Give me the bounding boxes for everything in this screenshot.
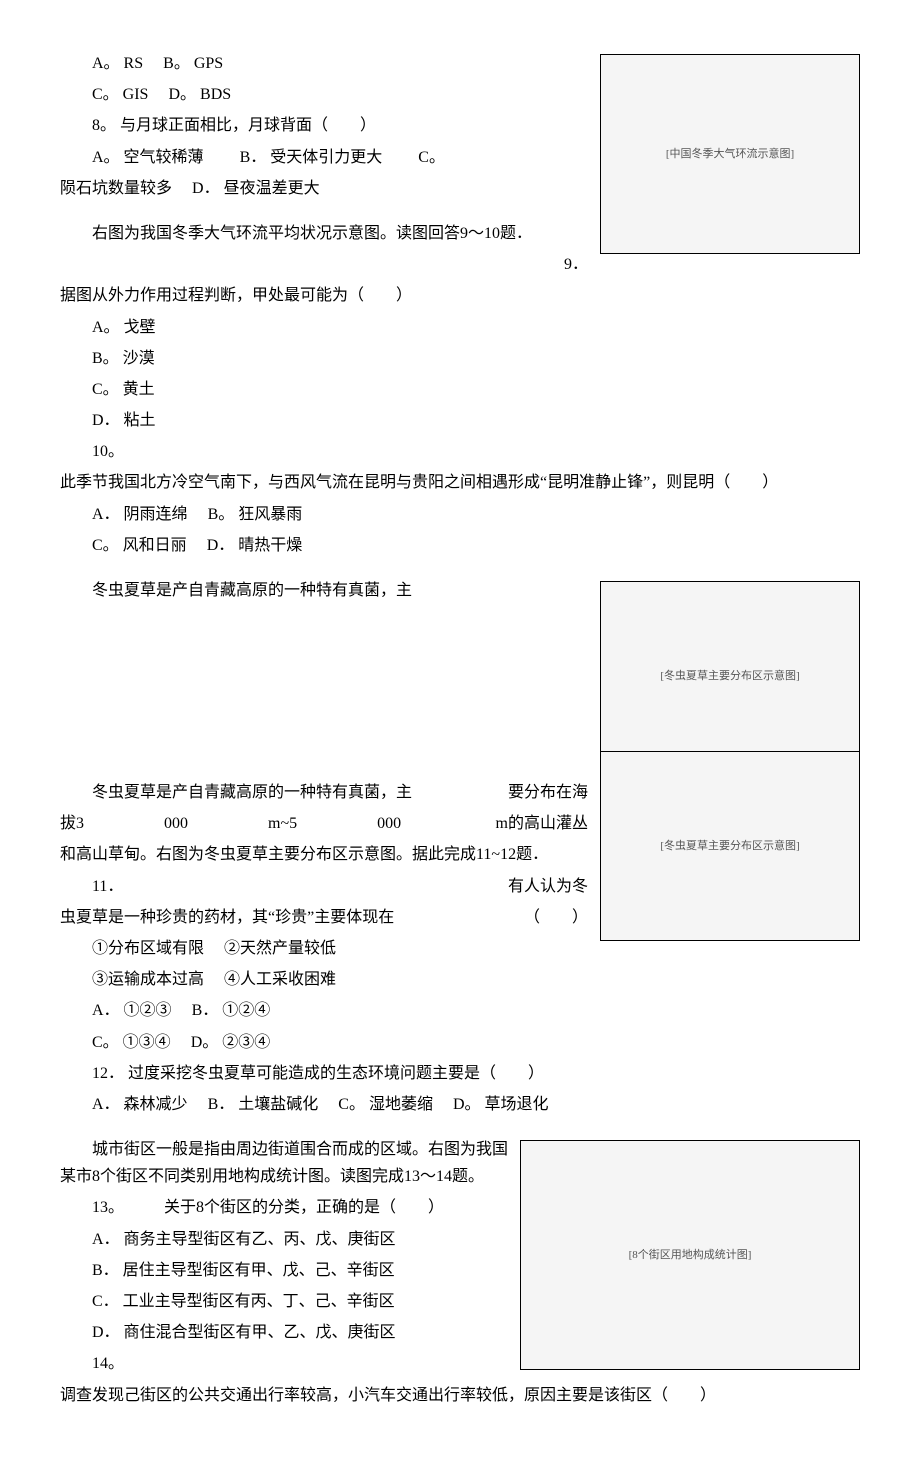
- q10-opt-b: B。 狂风暴雨: [208, 506, 303, 523]
- q12-opt-a: A． 森林减少: [92, 1096, 188, 1113]
- intro11-r1b: 要分布在海: [508, 779, 588, 806]
- q8-opt-d: D． 昼夜温差更大: [192, 180, 320, 197]
- q10-options-line1: A． 阴雨连绵 B。 狂风暴雨: [60, 501, 860, 528]
- q12-opt-b: B． 土壤盐碱化: [208, 1096, 319, 1113]
- q11-opt-a: A． ①②③: [92, 1002, 172, 1019]
- q7-opt-a: A。 RS: [92, 55, 143, 72]
- q9-opt-c: C。 黄土: [60, 376, 860, 403]
- intro11-r2a: 拔3 000 m~5 000: [60, 810, 401, 837]
- fig2-intro-p1a: 冬虫夏草是产自青藏高原的一种特有真菌，主: [60, 577, 412, 604]
- figure-cordyceps-map-2: [冬虫夏草主要分布区示意图]: [600, 751, 860, 941]
- q11-stem-b: （ ）: [524, 904, 588, 931]
- q12-opt-d: D。 草场退化: [453, 1096, 549, 1113]
- q7-opt-b: B。 GPS: [163, 55, 223, 72]
- figure-cordyceps-map: [冬虫夏草主要分布区示意图]: [600, 581, 860, 771]
- q11-circ2: ②天然产量较低: [224, 940, 336, 957]
- q11-opt-c: C。 ①③④: [92, 1034, 171, 1051]
- q9-stem: 据图从外力作用过程判断，甲处最可能为（ ）: [60, 282, 860, 309]
- q11-row2: 虫夏草是一种珍贵的药材，其“珍贵”主要体现在 （ ）: [60, 904, 588, 931]
- q8-opt-c-tail: 陨石坑数量较多: [60, 180, 172, 197]
- q11-options-line1: A． ①②③ B． ①②④: [60, 997, 860, 1024]
- q8-opt-c: C。: [418, 149, 445, 166]
- q7-opt-d: D。 BDS: [168, 86, 231, 103]
- q8-opt-b: B． 受天体引力更大: [240, 149, 383, 166]
- q11-options-line2: C。 ①③④ D。 ②③④: [60, 1029, 860, 1056]
- intro11-r2b: m的高山灌丛: [496, 810, 588, 837]
- q7-opt-c: C。 GIS: [92, 86, 148, 103]
- q11-stem-a: 虫夏草是一种珍贵的药材，其“珍贵”主要体现在: [60, 904, 394, 931]
- q11-circles-line2: ③运输成本过高 ④人工采收困难: [60, 966, 860, 993]
- q10-stem: 此季节我国北方冷空气南下，与西风气流在昆明与贵阳之间相遇形成“昆明准静止锋”，则…: [60, 469, 860, 496]
- q9-opt-a: A。 戈壁: [60, 314, 860, 341]
- figure-district-chart: [8个街区用地构成统计图]: [520, 1140, 860, 1370]
- q10-opt-c: C。 风和日丽: [92, 537, 187, 554]
- q9-opt-d: D． 粘土: [60, 407, 860, 434]
- q8-opt-a: A。 空气较稀薄: [60, 144, 204, 171]
- figure-placeholder: [中国冬季大气环流示意图]: [666, 145, 794, 164]
- q10-opt-a: A． 阴雨连绵: [92, 506, 188, 523]
- q10-options-line2: C。 风和日丽 D． 晴热干燥: [60, 532, 860, 559]
- q11-opt-d: D。 ②③④: [191, 1034, 271, 1051]
- q11-opt-b: B． ①②④: [192, 1002, 271, 1019]
- q12-options: A． 森林减少 B． 土壤盐碱化 C。 湿地萎缩 D。 草场退化: [60, 1091, 860, 1118]
- q12-stem: 12． 过度采挖冬虫夏草可能造成的生态环境问题主要是（ ）: [60, 1060, 860, 1087]
- q10-opt-d: D． 晴热干燥: [207, 537, 303, 554]
- q11-circ1: ①分布区域有限: [92, 940, 204, 957]
- figure-placeholder: [冬虫夏草主要分布区示意图]: [660, 667, 799, 686]
- q11-circ4: ④人工采收困难: [224, 971, 336, 988]
- intro11-r1a: 冬虫夏草是产自青藏高原的一种特有真菌，主: [60, 779, 412, 806]
- intro11-row1: 冬虫夏草是产自青藏高原的一种特有真菌，主 要分布在海: [60, 779, 588, 806]
- q11-tail: 有人认为冬: [508, 873, 588, 900]
- exam-page: [中国冬季大气环流示意图] A。 RS B。 GPS C。 GIS D。 BDS…: [60, 50, 860, 1409]
- intro11-row2: 拔3 000 m~5 000 m的高山灌丛: [60, 810, 588, 837]
- q10-lead: 10。: [60, 438, 860, 465]
- figure-winter-circulation: [中国冬季大气环流示意图]: [600, 54, 860, 254]
- q11-row1: 11． 有人认为冬: [60, 873, 588, 900]
- q9-lead: 9．: [60, 251, 860, 278]
- q11-lead: 11．: [60, 873, 123, 900]
- q12-opt-c: C。 湿地萎缩: [338, 1096, 433, 1113]
- q11-circ3: ③运输成本过高: [92, 971, 204, 988]
- q9-opt-b: B。 沙漠: [60, 345, 860, 372]
- figure-placeholder-3: [8个街区用地构成统计图]: [629, 1246, 752, 1265]
- figure-placeholder-2: [冬虫夏草主要分布区示意图]: [660, 837, 799, 856]
- q14-stem: 调查发现己街区的公共交通出行率较高，小汽车交通出行率较低，原因主要是该街区（ ）: [60, 1382, 860, 1409]
